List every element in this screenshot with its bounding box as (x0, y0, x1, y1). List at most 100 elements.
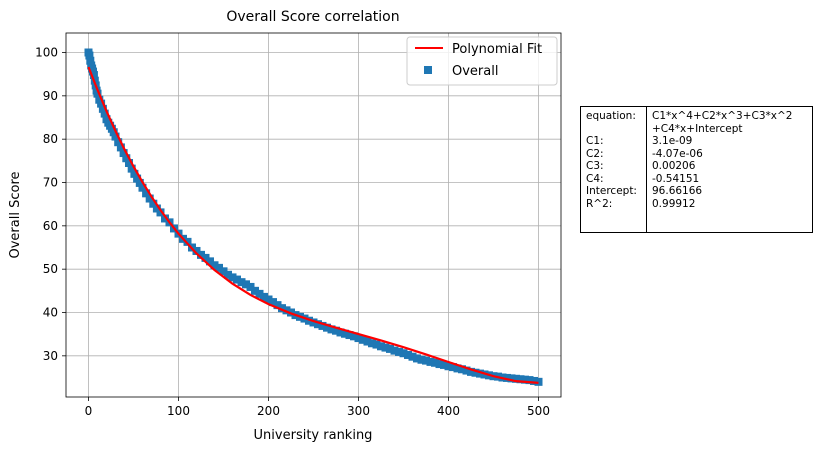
legend-fit-label: Polynomial Fit (452, 42, 542, 57)
overall-point (525, 376, 534, 385)
overall-point (111, 132, 120, 141)
fit-table-value: +C4*x+Intercept (652, 122, 743, 135)
overall-point (278, 304, 286, 313)
overall-point (314, 320, 322, 329)
overall-point (135, 178, 144, 187)
fit-table-value: 96.66166 (652, 185, 703, 197)
overall-point (336, 328, 345, 337)
chart-title: Overall Score correlation (226, 9, 399, 25)
overall-point (332, 326, 340, 335)
overall-point (228, 273, 237, 282)
overall-point (426, 357, 435, 366)
overall-point (260, 292, 268, 301)
overall-point (215, 263, 223, 272)
grid (66, 33, 561, 397)
overall-point (359, 335, 367, 344)
overall-point (183, 237, 192, 246)
plot-area-frame (65, 32, 562, 398)
overall-point (130, 169, 139, 178)
fit-table-value: -0.54151 (652, 172, 700, 185)
overall-point (449, 363, 457, 372)
overall-point (206, 257, 214, 266)
fit-table-key: C4: (586, 172, 604, 185)
overall-point (404, 350, 412, 359)
overall-point (318, 321, 327, 330)
overall-point (422, 356, 430, 365)
x-axis-label: University ranking (254, 428, 373, 443)
overall-point (145, 194, 154, 203)
x-tick-label: 0 (85, 404, 93, 418)
fit-table-key: C2: (586, 147, 604, 160)
overall-point (156, 208, 165, 217)
overall-point (305, 316, 313, 325)
overall-point (237, 278, 246, 287)
y-axis-label: Overall Score (8, 171, 23, 258)
overall-point (201, 253, 210, 262)
overall-point (85, 51, 94, 60)
overall-point (138, 183, 147, 192)
overall-point (133, 174, 142, 183)
overall-point (408, 352, 417, 361)
overall-point (89, 71, 98, 80)
overall-point (395, 347, 403, 356)
fit-table-value: 0.00206 (652, 160, 696, 172)
overall-point (327, 325, 336, 334)
overall-point (512, 374, 520, 383)
overall-point (341, 329, 349, 338)
fit-table-key: equation: (586, 110, 636, 122)
overall-point (345, 331, 354, 340)
overall-point (507, 374, 516, 383)
overall-point (471, 368, 480, 377)
overall-point (444, 362, 453, 371)
overall-point (399, 349, 408, 358)
overall-point (269, 298, 277, 307)
overall-point (161, 214, 169, 223)
overall-point (368, 339, 376, 348)
y-tick-label: 90 (43, 89, 58, 103)
fit-table-value: 3.1e-09 (652, 135, 693, 147)
overall-point (192, 246, 201, 255)
fit-table-key: C1: (586, 135, 604, 147)
x-tick-label: 200 (257, 404, 280, 418)
overall-point (521, 375, 529, 384)
overall-point (503, 373, 511, 382)
overall-point (109, 128, 118, 137)
fit-parameters-table: equation: C1: C2: C3: C4: Intercept: R^2: C1*… (580, 106, 813, 233)
overall-point (125, 159, 133, 167)
fit-table-value-column: C1*x^4+C2*x^3+C3*x^2 +C4*x+Intercept 3.1e-… (647, 107, 812, 232)
overall-point (363, 337, 372, 346)
fit-table-value: 0.99912 (652, 197, 696, 210)
legend-overall-swatch (424, 66, 432, 74)
fit-table-key: R^2: (586, 197, 613, 210)
overall-point (372, 340, 381, 349)
fit-table-value: -4.07e-06 (652, 147, 703, 160)
overall-point (127, 164, 136, 173)
overall-point (462, 366, 471, 375)
overall-point (224, 270, 232, 279)
overall-point (97, 99, 106, 108)
overall-point (246, 282, 255, 291)
scatter-series (84, 48, 543, 386)
legend-box (406, 36, 558, 86)
overall-point (255, 289, 264, 298)
y-tick-label: 80 (43, 132, 58, 146)
overall-point (100, 109, 109, 118)
overall-point (119, 149, 128, 158)
overall-point (197, 250, 205, 259)
y-tick-label: 100 (35, 46, 58, 60)
overall-point (354, 334, 363, 343)
overall-point (273, 301, 282, 310)
overall-point (122, 154, 131, 163)
overall-point (282, 306, 291, 315)
overall-point (116, 143, 125, 152)
overall-point (458, 365, 466, 374)
y-tick-label: 60 (43, 219, 58, 233)
overall-point (149, 199, 158, 208)
x-tick-label: 400 (437, 404, 460, 418)
polynomial-fit-line (87, 66, 539, 384)
y-tick-label: 40 (43, 306, 58, 320)
overall-point (381, 343, 390, 352)
overall-point (251, 286, 259, 295)
overall-point (417, 355, 426, 364)
